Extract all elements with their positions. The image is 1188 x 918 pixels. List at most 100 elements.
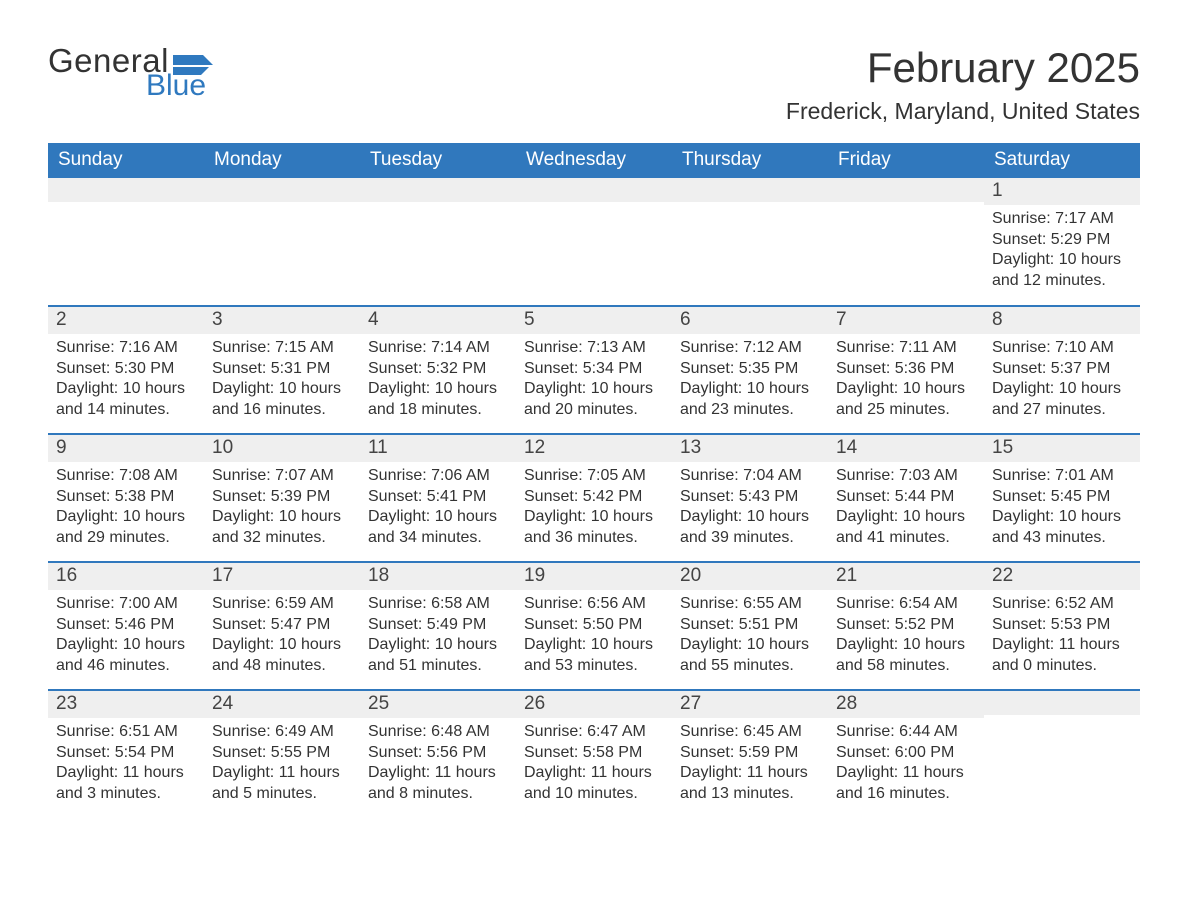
day-details: Sunrise: 7:12 AMSunset: 5:35 PMDaylight:… (672, 334, 828, 429)
day-details: Sunrise: 7:00 AMSunset: 5:46 PMDaylight:… (48, 590, 204, 685)
calendar-cell: 27Sunrise: 6:45 AMSunset: 5:59 PMDayligh… (672, 690, 828, 818)
daylight-line: Daylight: 10 hours and 32 minutes. (212, 507, 352, 549)
sunrise-line: Sunrise: 6:45 AM (680, 722, 820, 743)
sunset-line: Sunset: 6:00 PM (836, 743, 976, 764)
day-details: Sunrise: 7:10 AMSunset: 5:37 PMDaylight:… (984, 334, 1140, 429)
day-details: Sunrise: 7:03 AMSunset: 5:44 PMDaylight:… (828, 462, 984, 557)
weekday-header: Monday (204, 143, 360, 178)
day-number (672, 178, 828, 202)
logo-word-blue: Blue (146, 71, 213, 101)
sunset-line: Sunset: 5:54 PM (56, 743, 196, 764)
day-number: 11 (360, 435, 516, 462)
sunset-line: Sunset: 5:46 PM (56, 615, 196, 636)
calendar-cell: 6Sunrise: 7:12 AMSunset: 5:35 PMDaylight… (672, 306, 828, 434)
day-details: Sunrise: 7:01 AMSunset: 5:45 PMDaylight:… (984, 462, 1140, 557)
weekday-header: Friday (828, 143, 984, 178)
calendar-cell (516, 178, 672, 306)
day-number: 3 (204, 307, 360, 334)
day-details: Sunrise: 7:05 AMSunset: 5:42 PMDaylight:… (516, 462, 672, 557)
sunrise-line: Sunrise: 6:44 AM (836, 722, 976, 743)
sunset-line: Sunset: 5:55 PM (212, 743, 352, 764)
daylight-line: Daylight: 11 hours and 16 minutes. (836, 763, 976, 805)
calendar-cell: 4Sunrise: 7:14 AMSunset: 5:32 PMDaylight… (360, 306, 516, 434)
calendar-cell: 11Sunrise: 7:06 AMSunset: 5:41 PMDayligh… (360, 434, 516, 562)
sunset-line: Sunset: 5:47 PM (212, 615, 352, 636)
sunrise-line: Sunrise: 6:52 AM (992, 594, 1132, 615)
calendar-page: General Blue February 2025 Frederick, Ma… (0, 0, 1188, 858)
day-details: Sunrise: 7:13 AMSunset: 5:34 PMDaylight:… (516, 334, 672, 429)
calendar-cell: 15Sunrise: 7:01 AMSunset: 5:45 PMDayligh… (984, 434, 1140, 562)
day-details: Sunrise: 6:55 AMSunset: 5:51 PMDaylight:… (672, 590, 828, 685)
day-details: Sunrise: 7:04 AMSunset: 5:43 PMDaylight:… (672, 462, 828, 557)
day-number: 22 (984, 563, 1140, 590)
location: Frederick, Maryland, United States (786, 98, 1140, 125)
sunset-line: Sunset: 5:49 PM (368, 615, 508, 636)
sunrise-line: Sunrise: 7:14 AM (368, 338, 508, 359)
sunrise-line: Sunrise: 7:01 AM (992, 466, 1132, 487)
day-number: 17 (204, 563, 360, 590)
sunrise-line: Sunrise: 7:15 AM (212, 338, 352, 359)
calendar-cell: 19Sunrise: 6:56 AMSunset: 5:50 PMDayligh… (516, 562, 672, 690)
day-number: 14 (828, 435, 984, 462)
sunrise-line: Sunrise: 7:07 AM (212, 466, 352, 487)
sunset-line: Sunset: 5:38 PM (56, 487, 196, 508)
calendar-cell: 20Sunrise: 6:55 AMSunset: 5:51 PMDayligh… (672, 562, 828, 690)
daylight-line: Daylight: 10 hours and 39 minutes. (680, 507, 820, 549)
sunset-line: Sunset: 5:51 PM (680, 615, 820, 636)
sunset-line: Sunset: 5:58 PM (524, 743, 664, 764)
sunset-line: Sunset: 5:36 PM (836, 359, 976, 380)
sunset-line: Sunset: 5:31 PM (212, 359, 352, 380)
sunset-line: Sunset: 5:42 PM (524, 487, 664, 508)
daylight-line: Daylight: 10 hours and 27 minutes. (992, 379, 1132, 421)
sunset-line: Sunset: 5:37 PM (992, 359, 1132, 380)
calendar-cell: 21Sunrise: 6:54 AMSunset: 5:52 PMDayligh… (828, 562, 984, 690)
day-details: Sunrise: 7:14 AMSunset: 5:32 PMDaylight:… (360, 334, 516, 429)
sunrise-line: Sunrise: 6:49 AM (212, 722, 352, 743)
day-number: 9 (48, 435, 204, 462)
sunrise-line: Sunrise: 7:06 AM (368, 466, 508, 487)
daylight-line: Daylight: 10 hours and 16 minutes. (212, 379, 352, 421)
day-number (360, 178, 516, 202)
day-details: Sunrise: 6:58 AMSunset: 5:49 PMDaylight:… (360, 590, 516, 685)
calendar-cell (360, 178, 516, 306)
weekday-header: Sunday (48, 143, 204, 178)
sunrise-line: Sunrise: 6:51 AM (56, 722, 196, 743)
day-number (204, 178, 360, 202)
sunrise-line: Sunrise: 7:12 AM (680, 338, 820, 359)
calendar-cell (204, 178, 360, 306)
day-number: 25 (360, 691, 516, 718)
calendar-cell (984, 690, 1140, 818)
sunrise-line: Sunrise: 7:05 AM (524, 466, 664, 487)
calendar-cell: 16Sunrise: 7:00 AMSunset: 5:46 PMDayligh… (48, 562, 204, 690)
calendar-week: 23Sunrise: 6:51 AMSunset: 5:54 PMDayligh… (48, 690, 1140, 818)
daylight-line: Daylight: 10 hours and 14 minutes. (56, 379, 196, 421)
daylight-line: Daylight: 11 hours and 3 minutes. (56, 763, 196, 805)
calendar-cell: 14Sunrise: 7:03 AMSunset: 5:44 PMDayligh… (828, 434, 984, 562)
day-details: Sunrise: 6:48 AMSunset: 5:56 PMDaylight:… (360, 718, 516, 813)
calendar-cell: 7Sunrise: 7:11 AMSunset: 5:36 PMDaylight… (828, 306, 984, 434)
sunset-line: Sunset: 5:43 PM (680, 487, 820, 508)
daylight-line: Daylight: 10 hours and 48 minutes. (212, 635, 352, 677)
sunrise-line: Sunrise: 7:10 AM (992, 338, 1132, 359)
sunset-line: Sunset: 5:41 PM (368, 487, 508, 508)
sunrise-line: Sunrise: 6:59 AM (212, 594, 352, 615)
day-number: 5 (516, 307, 672, 334)
sunset-line: Sunset: 5:39 PM (212, 487, 352, 508)
calendar-week: 1Sunrise: 7:17 AMSunset: 5:29 PMDaylight… (48, 178, 1140, 306)
sunrise-line: Sunrise: 7:11 AM (836, 338, 976, 359)
calendar-cell: 8Sunrise: 7:10 AMSunset: 5:37 PMDaylight… (984, 306, 1140, 434)
sunset-line: Sunset: 5:53 PM (992, 615, 1132, 636)
calendar-cell: 13Sunrise: 7:04 AMSunset: 5:43 PMDayligh… (672, 434, 828, 562)
day-number (48, 178, 204, 202)
day-details: Sunrise: 7:16 AMSunset: 5:30 PMDaylight:… (48, 334, 204, 429)
calendar-cell: 25Sunrise: 6:48 AMSunset: 5:56 PMDayligh… (360, 690, 516, 818)
calendar-cell: 9Sunrise: 7:08 AMSunset: 5:38 PMDaylight… (48, 434, 204, 562)
header: General Blue February 2025 Frederick, Ma… (48, 44, 1140, 125)
sunrise-line: Sunrise: 6:56 AM (524, 594, 664, 615)
day-details: Sunrise: 7:08 AMSunset: 5:38 PMDaylight:… (48, 462, 204, 557)
month-title: February 2025 (786, 44, 1140, 92)
daylight-line: Daylight: 11 hours and 5 minutes. (212, 763, 352, 805)
day-number: 15 (984, 435, 1140, 462)
daylight-line: Daylight: 10 hours and 46 minutes. (56, 635, 196, 677)
sunset-line: Sunset: 5:59 PM (680, 743, 820, 764)
